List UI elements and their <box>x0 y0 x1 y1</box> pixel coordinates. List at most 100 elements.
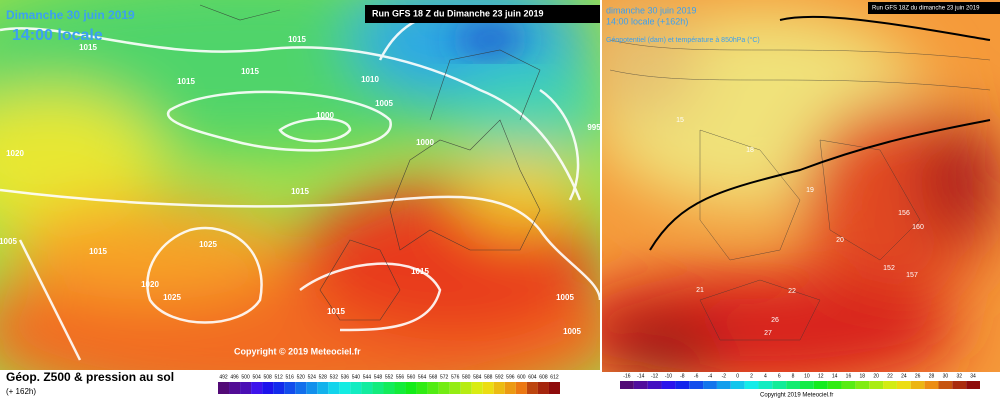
scale-swatch <box>438 382 450 394</box>
scale-swatch <box>416 382 428 394</box>
scale-swatch <box>703 381 717 389</box>
scale-swatch <box>482 382 494 394</box>
scale-swatch <box>813 381 828 389</box>
scale-label: 572 <box>440 374 449 380</box>
scale-swatch <box>827 381 842 389</box>
isobar-label: 995 <box>587 123 601 132</box>
scale-label: 26 <box>915 373 921 379</box>
left-map <box>0 0 600 370</box>
scale-swatch <box>786 381 800 389</box>
time: 14:00 locale <box>12 27 103 44</box>
scale-swatch <box>537 382 549 394</box>
scale-swatch <box>730 381 745 389</box>
isobar-label: 1015 <box>288 35 306 44</box>
isobar-label: 1015 <box>177 77 195 86</box>
date: dimanche 30 juin 2019 <box>606 5 697 15</box>
temperature-label: 26 <box>771 317 779 324</box>
scale-label: 14 <box>832 373 838 379</box>
scale-swatch <box>966 381 980 389</box>
scale-swatch <box>675 381 690 389</box>
scale-label: 20 <box>873 373 879 379</box>
scale-label: -2 <box>722 373 727 379</box>
scale-swatch <box>647 381 662 389</box>
scale-label: 524 <box>308 374 317 380</box>
scale-label: 528 <box>319 374 328 380</box>
scale-label: 520 <box>297 374 306 380</box>
scale-label: 16 <box>846 373 852 379</box>
scale-label: 18 <box>860 373 866 379</box>
scale-swatch <box>855 381 870 389</box>
scale-label: 552 <box>385 374 394 380</box>
scale-label: 612 <box>550 374 559 380</box>
scale-swatch <box>361 382 373 394</box>
scale-swatch <box>372 382 384 394</box>
scale-label: -14 <box>637 373 644 379</box>
run: Run GFS 18 Z du Dimanche 23 juin 2019 <box>372 8 544 18</box>
scale-label: -10 <box>665 373 672 379</box>
isobar-label: 1015 <box>79 43 97 52</box>
scale-label: 596 <box>506 374 515 380</box>
scale-label: 28 <box>929 373 935 379</box>
scale-swatch <box>772 381 787 389</box>
isobar-label: 1005 <box>375 99 393 108</box>
scale-label: 608 <box>539 374 548 380</box>
scale-label: 568 <box>429 374 438 380</box>
scale-swatch <box>504 382 516 394</box>
scale-swatch <box>427 382 439 394</box>
copyright: Copyright © 2019 Meteociel.fr <box>234 346 361 356</box>
scale-swatch <box>661 381 676 389</box>
scale-label: 496 <box>230 374 239 380</box>
scale-swatch <box>493 382 505 394</box>
scale-swatch <box>328 382 340 394</box>
date: Dimanche 30 juin 2019 <box>6 8 135 22</box>
scale-label: 516 <box>286 374 295 380</box>
scale-swatch <box>394 382 406 394</box>
scale-label: 4 <box>764 373 767 379</box>
scale-swatch <box>952 381 967 389</box>
scale-label: 592 <box>495 374 504 380</box>
temperature-label: 152 <box>883 265 895 272</box>
temperature-label: 20 <box>836 237 844 244</box>
scale-swatch <box>910 381 925 389</box>
scale-label: 32 <box>956 373 962 379</box>
isobar-label: 1015 <box>327 307 345 316</box>
scale-label: 30 <box>943 373 949 379</box>
run: Run GFS 18Z du dimanche 23 juin 2019 <box>872 6 980 12</box>
scale-swatch <box>405 382 417 394</box>
scale-swatch <box>548 382 560 394</box>
scale-swatch <box>526 382 538 394</box>
isobar-label: 1010 <box>361 75 379 84</box>
isobar-label: 1025 <box>163 293 181 302</box>
scale-swatch <box>273 382 285 394</box>
temperature-label: 21 <box>696 287 704 294</box>
scale-swatch <box>229 382 241 394</box>
scale-label: 604 <box>528 374 537 380</box>
scale-swatch <box>218 382 230 394</box>
temperature-label: 157 <box>906 272 918 279</box>
scale-label: 600 <box>517 374 526 380</box>
scale-swatch <box>306 382 318 394</box>
scale-swatch <box>350 382 362 394</box>
scale-label: 564 <box>418 374 427 380</box>
isobar-label: 1020 <box>6 149 24 158</box>
description: Géopotentiel (dam) et température à 850h… <box>606 36 760 44</box>
scale-swatch <box>383 382 395 394</box>
scale-label: 540 <box>352 374 361 380</box>
scale-label: 532 <box>330 374 339 380</box>
lead-time: (+ 162h) <box>6 387 36 396</box>
scale-label: 588 <box>484 374 493 380</box>
scale-swatch <box>938 381 953 389</box>
scale-label: 584 <box>473 374 482 380</box>
scale-label: -6 <box>694 373 699 379</box>
scale-swatch <box>896 381 911 389</box>
scale-swatch <box>758 381 773 389</box>
scale-label: 556 <box>396 374 405 380</box>
scale-swatch <box>744 381 759 389</box>
scale-swatch <box>924 381 939 389</box>
scale-swatch <box>339 382 351 394</box>
scale-swatch <box>869 381 884 389</box>
scale-label: 576 <box>451 374 460 380</box>
scale-swatch <box>883 381 897 389</box>
temperature-label: 22 <box>788 288 796 295</box>
